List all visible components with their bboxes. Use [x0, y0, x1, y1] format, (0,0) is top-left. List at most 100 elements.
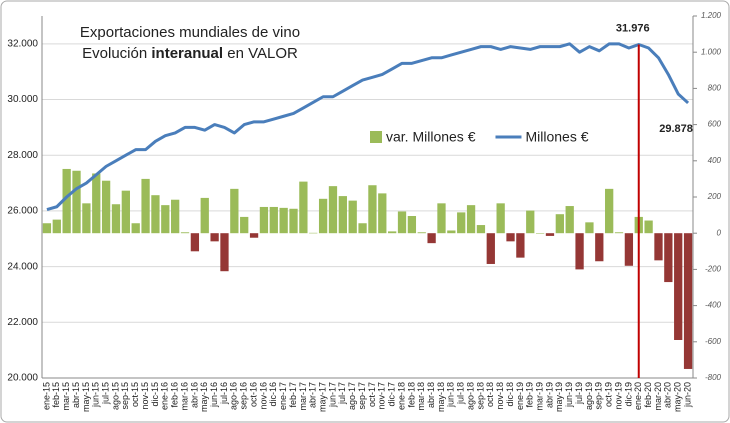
x-tick-label: may-15	[81, 382, 91, 412]
x-tick-label: jun-16	[209, 382, 219, 408]
y2-tick-label: 800	[708, 84, 722, 93]
x-tick-label: abr-15	[71, 382, 81, 408]
bar	[664, 233, 673, 283]
x-tick-label: feb-16	[170, 382, 180, 408]
bar	[338, 196, 347, 234]
bar	[171, 199, 180, 234]
x-tick-label: jun-17	[327, 382, 337, 408]
x-tick-label: nov-17	[377, 382, 387, 410]
bar	[683, 233, 693, 369]
x-tick-label: may-17	[317, 382, 327, 412]
x-tick-label: sep-16	[239, 382, 249, 410]
bar	[407, 216, 417, 234]
x-tick-label: jul-15	[100, 382, 110, 405]
bar	[565, 206, 574, 234]
bar	[42, 223, 52, 234]
x-tick-label: jun-18	[446, 382, 456, 408]
x-tick-label: nov-15	[140, 382, 150, 410]
y-tick-label: 26.000	[7, 206, 38, 217]
x-tick-label: abr-17	[308, 382, 318, 408]
x-tick-label: feb-20	[643, 382, 653, 408]
bar	[516, 233, 525, 258]
y2-tick-label: -400	[705, 301, 722, 310]
y2-tick-label: 200	[707, 192, 722, 201]
bar	[654, 233, 663, 261]
x-tick-label: feb-19	[525, 382, 535, 408]
bar	[466, 205, 476, 234]
bar	[585, 222, 594, 234]
x-tick-label: may-19	[554, 382, 564, 412]
x-tick-label: ago-19	[584, 382, 594, 410]
bar	[496, 203, 505, 234]
bar	[289, 208, 298, 234]
bar	[388, 231, 397, 234]
bar	[397, 211, 407, 234]
y-tick-label: 30.000	[7, 94, 38, 105]
x-tick-label: jun-15	[91, 382, 101, 408]
y2-tick-label: -600	[705, 337, 722, 346]
bar	[62, 168, 71, 234]
bar	[299, 181, 308, 234]
bar	[121, 190, 130, 234]
x-tick-label: dic-15	[150, 382, 160, 407]
x-tick-label: jun-19	[564, 382, 574, 408]
x-tick-label: mar-17	[298, 382, 308, 411]
bar	[506, 233, 515, 242]
bar	[378, 193, 387, 234]
bar	[210, 233, 219, 242]
bar	[111, 204, 121, 234]
x-tick-label: jul-18	[456, 382, 466, 405]
bar	[447, 230, 456, 234]
bar	[72, 170, 81, 234]
x-tick-label: may-16	[199, 382, 209, 412]
bar	[605, 188, 614, 234]
x-tick-label: nov-18	[495, 382, 505, 410]
bar	[230, 188, 239, 234]
x-tick-label: feb-17	[288, 382, 298, 408]
x-tick-label: feb-15	[51, 382, 61, 408]
y-tick-label: 20.000	[7, 373, 38, 384]
y2-tick-label: 1.000	[701, 47, 722, 56]
x-tick-label: nov-19	[613, 382, 623, 410]
x-tick-label: oct-15	[130, 382, 140, 407]
x-tick-label: abr-18	[426, 382, 436, 408]
bar	[309, 232, 318, 234]
bar	[180, 232, 190, 234]
bar	[555, 214, 564, 234]
bar	[348, 200, 357, 234]
x-tick-label: ago-18	[465, 382, 475, 410]
annotation: 31.976	[616, 22, 650, 34]
x-tick-label: feb-18	[406, 382, 416, 408]
x-tick-label: dic-18	[505, 382, 515, 407]
subtitle-part: en VALOR	[223, 45, 298, 62]
x-tick-label: ene-16	[160, 382, 170, 410]
bar	[190, 233, 200, 252]
x-tick-label: may-18	[436, 382, 446, 412]
legend-label: var. Millones €	[386, 129, 476, 145]
x-tick-label: sep-15	[120, 382, 130, 410]
legend-label: Millones €	[525, 129, 588, 145]
y-tick-label: 32.000	[7, 38, 38, 49]
x-tick-label: sep-18	[475, 382, 485, 410]
bar	[328, 186, 338, 234]
subtitle-part: interanual	[151, 45, 223, 62]
bar	[614, 232, 624, 234]
x-tick-label: jul-17	[337, 382, 347, 405]
x-tick-label: dic-16	[268, 382, 278, 407]
bar	[131, 223, 140, 234]
bar	[220, 233, 229, 272]
x-tick-label: abr-19	[544, 382, 554, 408]
x-tick-label: dic-17	[387, 382, 397, 407]
bar	[486, 233, 495, 264]
x-tick-label: ene-17	[278, 382, 288, 410]
bar	[368, 185, 377, 234]
bar	[476, 225, 486, 234]
bar	[269, 206, 278, 234]
bar	[437, 203, 446, 234]
y2-tick-label: -200	[705, 265, 722, 274]
subtitle-part: Evolución	[82, 45, 151, 62]
bar	[141, 178, 150, 234]
x-tick-label: abr-16	[189, 382, 199, 408]
